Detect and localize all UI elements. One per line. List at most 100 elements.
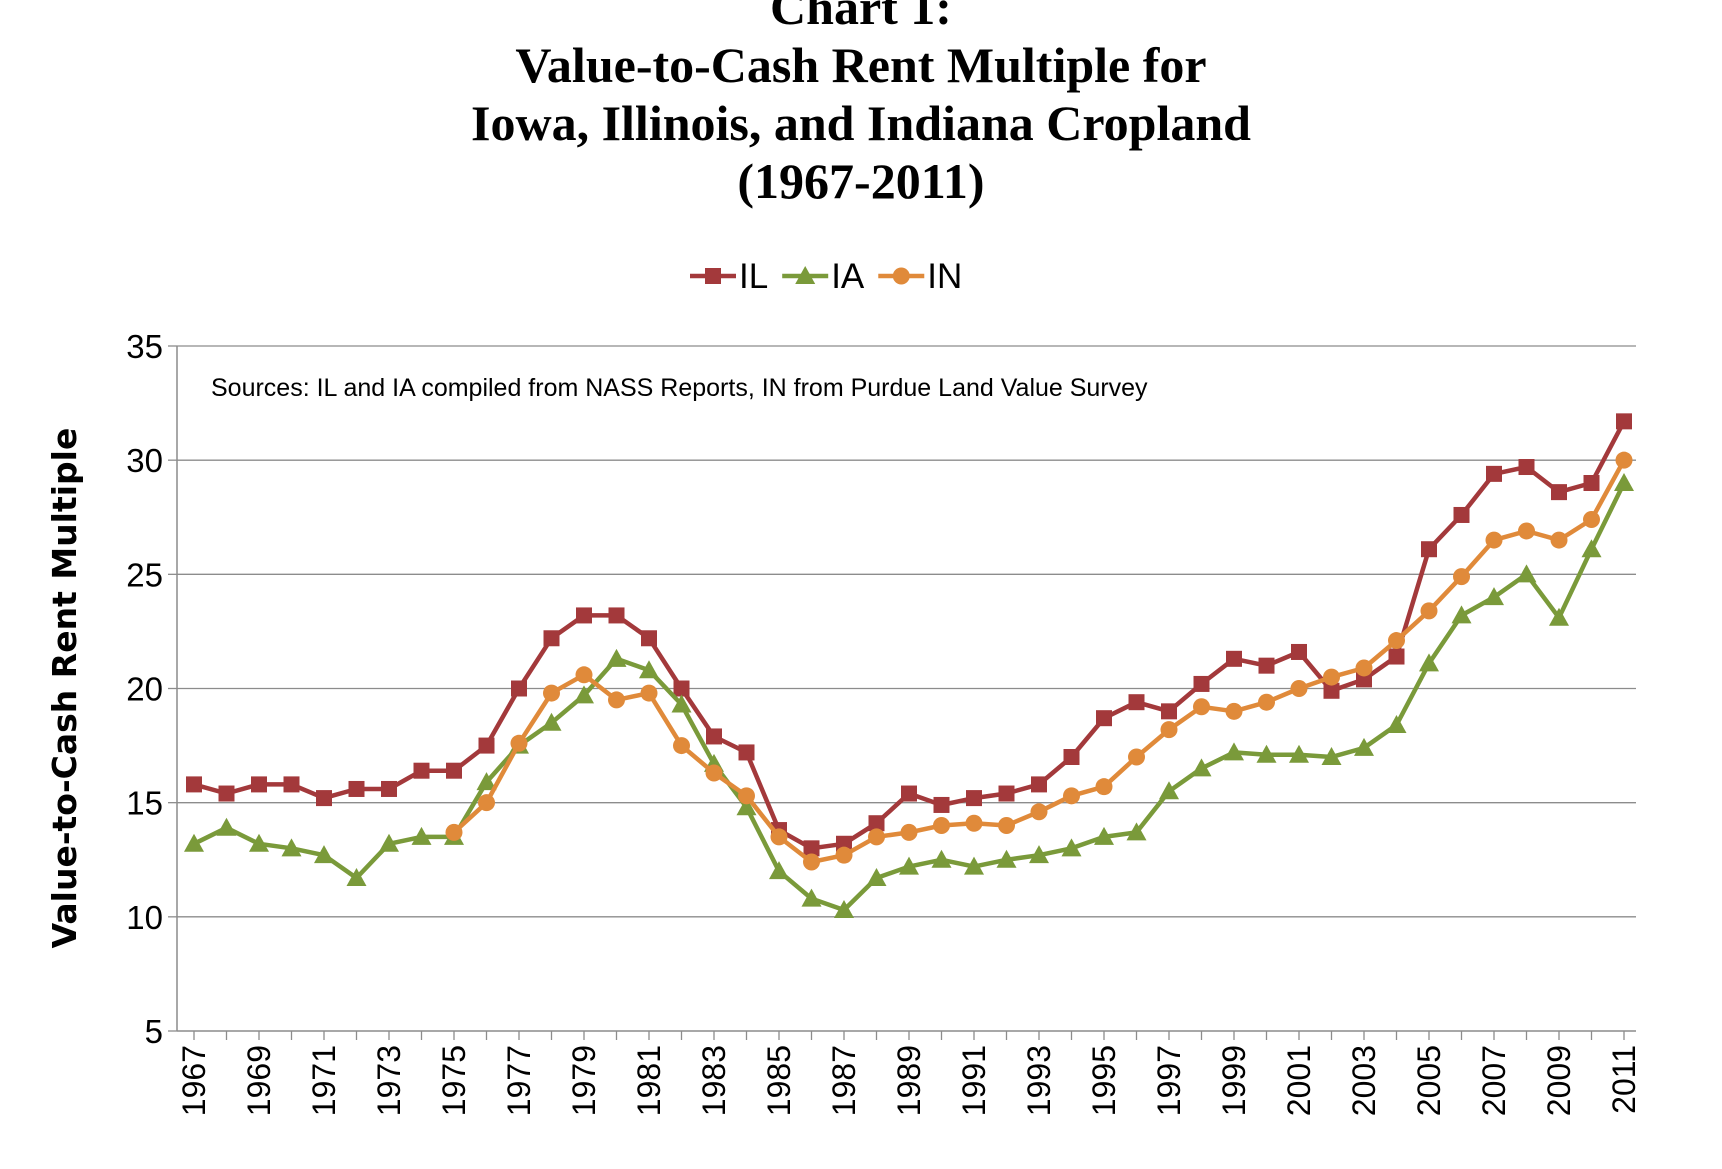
data-point-ia: [1354, 737, 1374, 756]
data-point-il: [413, 762, 430, 779]
x-tick-label: 1985: [761, 1045, 797, 1116]
data-point-in: [640, 684, 658, 702]
x-tick-label: 1973: [371, 1045, 407, 1116]
data-point-il: [218, 785, 235, 802]
data-point-in: [673, 737, 690, 755]
y-tick-label: 25: [126, 556, 163, 593]
data-point-il: [1486, 465, 1502, 482]
x-tick-label: 1989: [891, 1045, 927, 1116]
x-tick-label: 1993: [1021, 1045, 1057, 1116]
data-point-il: [608, 607, 625, 624]
data-point-ia: [184, 833, 204, 852]
axes: 5 10 15 20 25 30 35 1967 1969 1971 1973 1975 1977 197…: [126, 328, 1642, 1116]
chart-title-line: Value-to-Cash Rent Multiple for: [515, 37, 1207, 93]
data-point-in: [868, 828, 885, 846]
data-point-il: [1421, 541, 1437, 558]
y-tick-label: 20: [126, 671, 163, 708]
data-point-il: [251, 776, 267, 793]
data-point-ia: [899, 856, 919, 875]
data-point-ia: [1159, 781, 1179, 800]
chart-title-line: Chart 1:: [770, 0, 952, 35]
data-point-il: [998, 785, 1015, 802]
data-point-ia: [541, 712, 562, 731]
data-point-in: [738, 787, 755, 805]
y-axis-label: Value-to-Cash Rent Multiple: [45, 428, 84, 949]
data-point-il: [1063, 749, 1080, 765]
data-point-in: [1485, 531, 1503, 549]
data-point-il: [868, 815, 885, 832]
data-point-in: [1388, 632, 1405, 650]
x-tick-label: 1999: [1216, 1045, 1252, 1116]
data-point-ia: [411, 826, 432, 845]
data-point-ia: [606, 648, 627, 667]
data-point-in: [1323, 668, 1340, 686]
data-point-in: [1225, 702, 1243, 720]
series-il: [186, 413, 1632, 857]
data-point-ia: [769, 861, 789, 880]
chart-title-line: Iowa, Illinois, and Indiana Cropland: [471, 95, 1251, 151]
data-point-in: [1193, 698, 1210, 716]
data-point-il: [1226, 650, 1242, 667]
data-point-ia: [574, 685, 594, 704]
x-tick-label: 2009: [1541, 1045, 1577, 1116]
data-point-ia: [736, 797, 757, 816]
data-point-in: [1290, 680, 1308, 697]
x-tick-label: 2003: [1346, 1045, 1382, 1116]
data-point-in: [1128, 748, 1145, 766]
y-tick-label: 5: [145, 1013, 163, 1050]
y-tick-label: 15: [126, 785, 163, 822]
data-point-il: [446, 762, 462, 779]
data-point-il: [1193, 675, 1210, 692]
series-in: [445, 451, 1633, 871]
data-point-ia: [1191, 758, 1212, 777]
x-tick-label: 2005: [1411, 1045, 1447, 1116]
data-point-ia: [1126, 822, 1147, 841]
data-point-il: [1518, 459, 1535, 476]
data-point-in: [1615, 451, 1633, 469]
data-point-ia: [1029, 845, 1049, 864]
x-tick-label: 2007: [1476, 1045, 1512, 1116]
data-point-in: [1095, 778, 1113, 796]
data-point-in: [835, 846, 853, 864]
data-point-ia: [834, 899, 854, 918]
data-point-in: [1355, 659, 1373, 677]
x-tick-label: 1969: [241, 1045, 277, 1116]
data-point-il: [1323, 682, 1340, 699]
data-point-ia: [671, 694, 692, 713]
data-point-ia: [1451, 605, 1472, 624]
y-tick-label: 10: [126, 899, 163, 936]
data-point-il: [348, 780, 365, 797]
legend-item-in: IN: [878, 257, 962, 296]
data-point-ia: [1549, 607, 1569, 626]
data-point-in: [1258, 693, 1275, 711]
x-tick-label: 1991: [956, 1045, 992, 1116]
data-point-il: [641, 630, 657, 647]
data-point-il: [511, 680, 527, 697]
data-point-il: [933, 796, 950, 813]
data-point-in: [510, 734, 528, 752]
x-tick-label: 2001: [1281, 1045, 1317, 1116]
y-tick-label: 30: [126, 442, 163, 479]
x-tick-label: 1983: [696, 1045, 732, 1116]
data-point-ia: [1386, 715, 1407, 734]
data-point-il: [1128, 694, 1145, 711]
data-point-il: [706, 728, 722, 745]
legend-marker-il: [705, 268, 721, 284]
data-point-ia: [281, 838, 302, 857]
data-point-in: [965, 814, 983, 832]
legend-item-il: IL: [690, 257, 768, 296]
data-point-il: [1291, 643, 1307, 660]
data-point-il: [1096, 710, 1112, 727]
data-point-ia: [1256, 744, 1277, 763]
x-tick-label: 1975: [436, 1045, 472, 1116]
data-point-il: [738, 744, 755, 761]
data-point-ia: [866, 868, 887, 887]
data-point-il: [1161, 703, 1177, 720]
data-point-ia: [1419, 653, 1439, 672]
data-point-in: [1030, 803, 1048, 821]
data-point-il: [1258, 657, 1275, 674]
x-tick-label: 1995: [1086, 1045, 1122, 1116]
data-point-il: [186, 776, 202, 793]
data-point-ia: [346, 868, 367, 887]
series-line-il: [193, 420, 1626, 851]
